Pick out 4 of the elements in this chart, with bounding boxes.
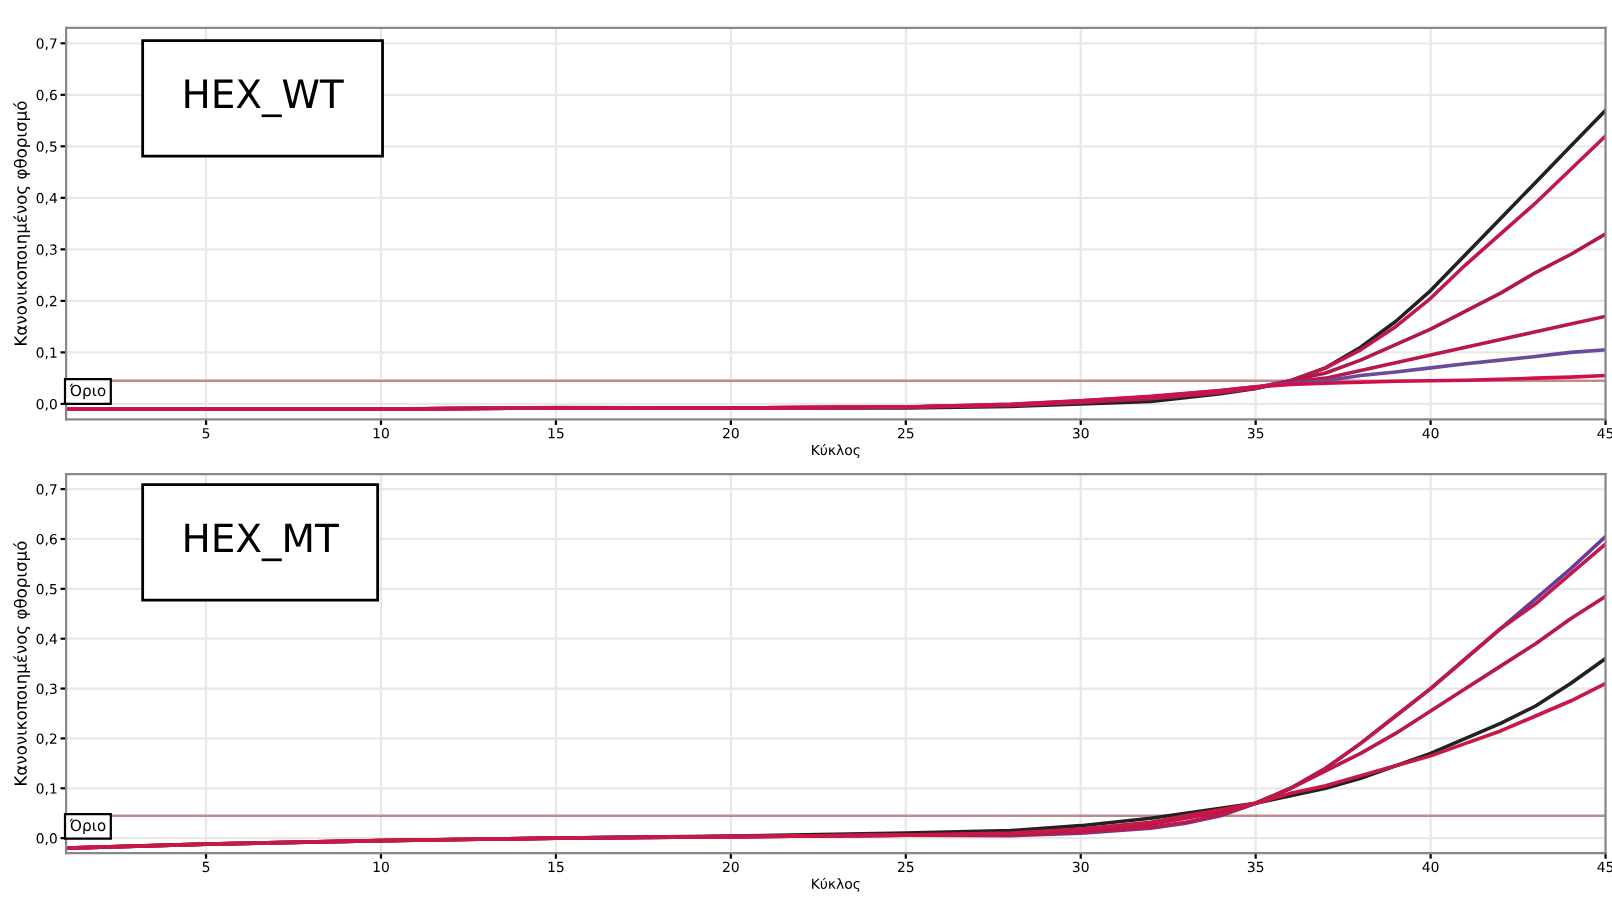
y-axis-title: Κανονικοποιημένος φθορισμό [13,101,31,345]
y-axis-title: Κανονικοποιημένος φθορισμό [13,541,31,785]
annotation: HEX_WT [185,79,344,118]
annotation: HEX_MT [185,523,339,562]
